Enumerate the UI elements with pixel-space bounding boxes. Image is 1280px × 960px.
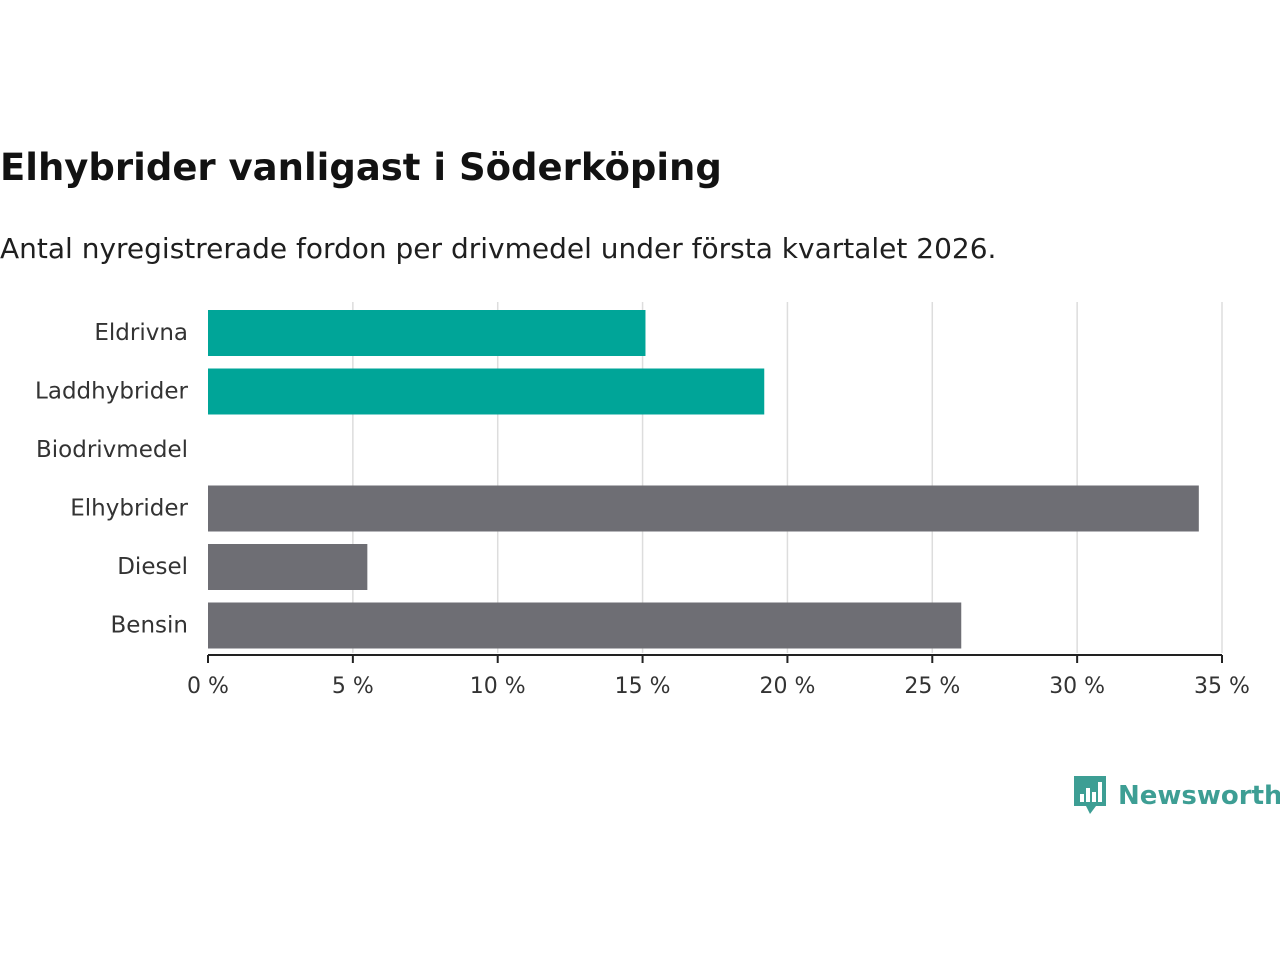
x-tick-label-1: 5 % [332, 674, 374, 699]
x-tick-label-4: 20 % [759, 674, 815, 699]
x-tick-label-3: 15 % [615, 674, 671, 699]
bar-elhybrider [208, 485, 1199, 532]
bar-bensin [208, 602, 962, 649]
category-labels: Eldrivna Laddhybrider Biodrivmedel Elhybrid… [35, 320, 188, 639]
category-label-eldrivna: Eldrivna [94, 320, 188, 346]
category-label-diesel: Diesel [117, 554, 188, 580]
category-label-biodrivmedel: Biodrivmedel [36, 437, 188, 463]
x-tick-label-7: 35 % [1194, 674, 1250, 699]
x-tick-label-0: 0 % [187, 674, 229, 699]
bar-eldrivna [208, 310, 646, 356]
x-tick-label-2: 10 % [470, 674, 526, 699]
gridlines [352, 302, 1223, 653]
category-label-bensin: Bensin [111, 613, 188, 639]
bar-laddhybrider [208, 368, 765, 415]
bar-diesel [208, 544, 368, 590]
bars [208, 310, 1199, 649]
category-label-elhybrider: Elhybrider [70, 496, 188, 522]
newsworthy-logo-icon [1074, 776, 1106, 814]
x-tick-label-6: 30 % [1049, 674, 1105, 699]
chart-title: Elhybrider vanligast i Söderköping [0, 146, 722, 189]
newsworthy-brand[interactable]: Newsworthy [1072, 774, 1280, 818]
brand-name: Newsworthy [1118, 781, 1280, 811]
category-label-laddhybrider: Laddhybrider [35, 379, 188, 405]
chart-subtitle: Antal nyregistrerade fordon per drivmede… [0, 232, 997, 265]
x-tick-label-5: 25 % [904, 674, 960, 699]
x-axis: 0 % 5 % 10 % 15 % 20 % 25 % 30 % 35 % [187, 654, 1250, 699]
